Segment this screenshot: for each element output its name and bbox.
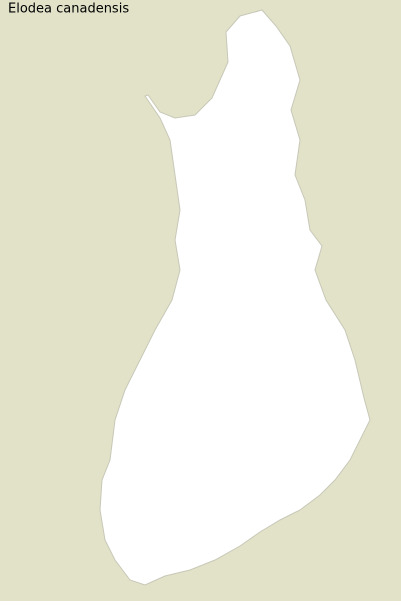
title: Elodea canadensis	[8, 2, 129, 17]
